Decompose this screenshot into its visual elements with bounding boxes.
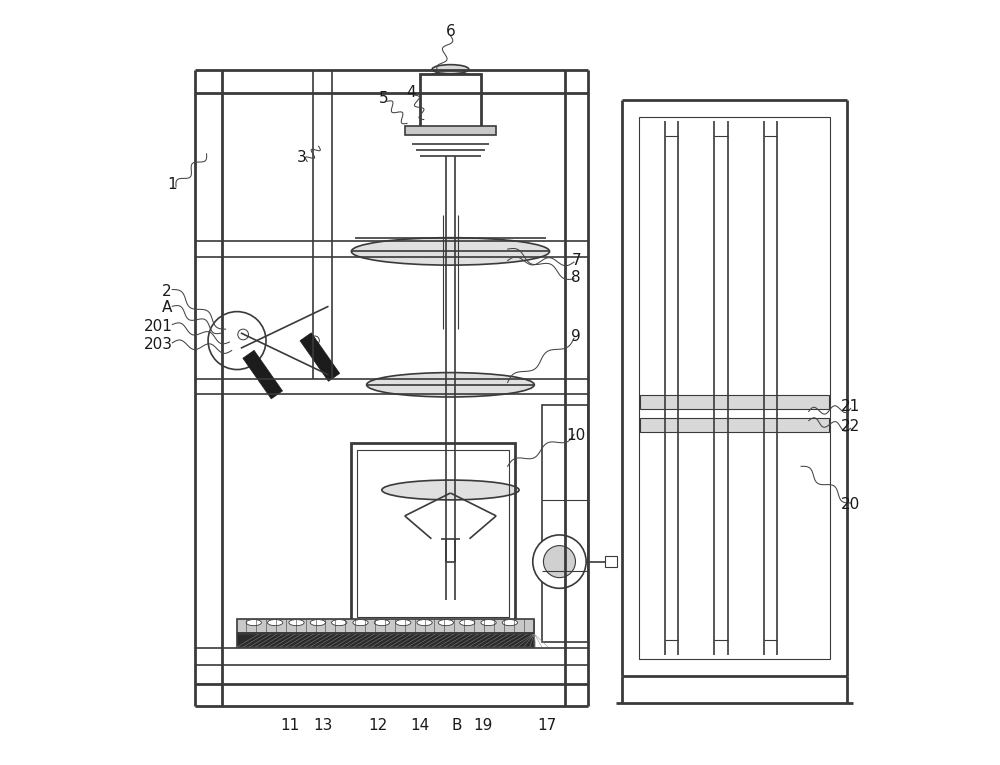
Ellipse shape <box>438 620 454 626</box>
Text: B: B <box>451 718 462 733</box>
Ellipse shape <box>353 620 368 626</box>
Ellipse shape <box>502 620 518 626</box>
Ellipse shape <box>351 238 550 265</box>
Bar <box>237 619 534 633</box>
Text: 203: 203 <box>144 337 173 352</box>
Ellipse shape <box>432 65 469 73</box>
Text: 6: 6 <box>446 24 455 39</box>
Text: 7: 7 <box>571 253 581 268</box>
Ellipse shape <box>417 620 432 626</box>
Circle shape <box>208 311 266 369</box>
Bar <box>405 125 496 135</box>
Text: 13: 13 <box>313 718 333 733</box>
Ellipse shape <box>396 620 411 626</box>
Circle shape <box>543 545 575 578</box>
Text: 19: 19 <box>474 718 493 733</box>
Bar <box>351 444 515 623</box>
Bar <box>605 556 617 567</box>
Text: 2: 2 <box>162 284 172 298</box>
Text: 12: 12 <box>368 718 388 733</box>
Circle shape <box>310 336 319 345</box>
Text: 1: 1 <box>167 177 177 192</box>
Text: 201: 201 <box>144 318 173 334</box>
Ellipse shape <box>382 480 519 500</box>
Ellipse shape <box>481 620 496 626</box>
Text: 9: 9 <box>571 329 581 344</box>
Text: 5: 5 <box>379 92 388 106</box>
Ellipse shape <box>310 620 325 626</box>
Text: 4: 4 <box>406 86 416 100</box>
Bar <box>640 396 829 409</box>
Polygon shape <box>243 350 283 399</box>
Ellipse shape <box>246 620 261 626</box>
Ellipse shape <box>332 620 347 626</box>
Text: 3: 3 <box>297 150 307 165</box>
Text: 14: 14 <box>410 718 430 733</box>
Text: 11: 11 <box>281 718 300 733</box>
Bar <box>639 117 830 659</box>
Ellipse shape <box>460 620 475 626</box>
Text: 10: 10 <box>567 428 586 444</box>
Bar <box>542 405 588 642</box>
Ellipse shape <box>374 620 389 626</box>
Text: A: A <box>162 301 172 315</box>
Text: 17: 17 <box>538 718 557 733</box>
Polygon shape <box>300 333 340 381</box>
Ellipse shape <box>367 373 534 397</box>
Ellipse shape <box>268 620 283 626</box>
Ellipse shape <box>289 620 304 626</box>
Text: 8: 8 <box>571 270 581 285</box>
Bar <box>237 634 534 647</box>
Text: 21: 21 <box>841 399 860 415</box>
Bar <box>640 418 829 432</box>
Bar <box>420 73 481 127</box>
Circle shape <box>238 329 248 340</box>
Text: 22: 22 <box>841 419 860 435</box>
Circle shape <box>533 535 586 588</box>
Bar <box>357 450 509 617</box>
Text: 20: 20 <box>841 497 860 512</box>
